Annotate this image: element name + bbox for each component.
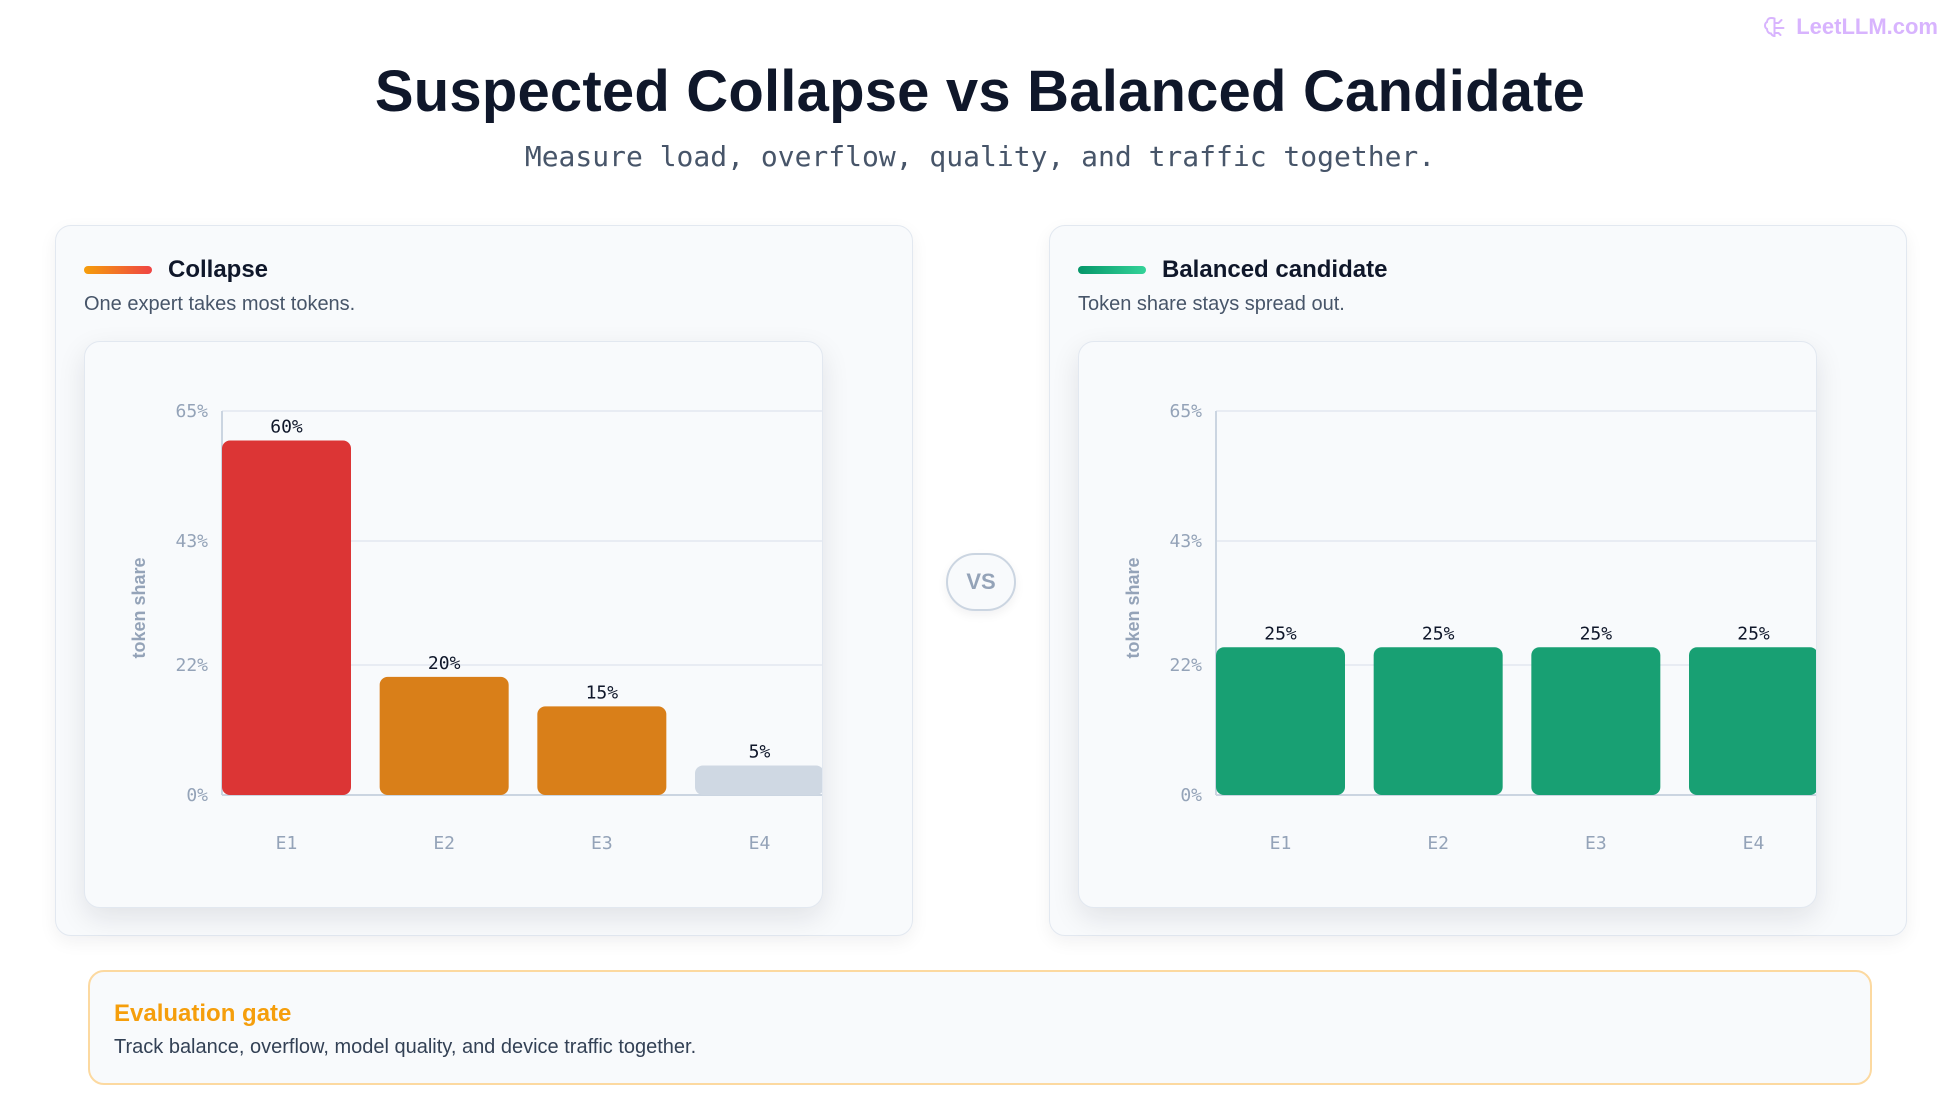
bar-e4 bbox=[1689, 647, 1816, 795]
x-tick-label: E1 bbox=[276, 833, 298, 854]
x-tick-label: E3 bbox=[1585, 833, 1607, 854]
y-tick-label: 43% bbox=[175, 531, 208, 552]
panel-header: Collapse bbox=[84, 256, 268, 284]
accent-bar bbox=[1078, 266, 1146, 274]
data-label: 25% bbox=[1422, 623, 1455, 644]
bar-e1 bbox=[1216, 647, 1345, 795]
x-tick-label: E2 bbox=[1427, 833, 1449, 854]
x-tick-label: E1 bbox=[1270, 833, 1292, 854]
panel-header: Balanced candidate bbox=[1078, 256, 1387, 284]
panel-subtitle: One expert takes most tokens. bbox=[84, 293, 356, 315]
bar-e2 bbox=[1373, 647, 1503, 795]
gate-title: Evaluation gate bbox=[114, 1000, 292, 1027]
data-label: 15% bbox=[586, 682, 619, 703]
x-tick-label: E4 bbox=[749, 833, 771, 854]
evaluation-gate-callout: Evaluation gate Track balance, overflow,… bbox=[88, 970, 1872, 1085]
page-subtitle: Measure load, overflow, quality, and tra… bbox=[524, 140, 1436, 173]
data-label: 25% bbox=[1737, 623, 1770, 644]
x-tick-label: E3 bbox=[591, 833, 613, 854]
data-label: 5% bbox=[749, 741, 771, 762]
bar-e2 bbox=[379, 676, 509, 795]
balanced-chart-card: 0% 22% 43% 65% token share 25% E1 25% E2 25% E3 25%… bbox=[1078, 341, 1817, 908]
x-tick-label: E2 bbox=[433, 833, 455, 854]
data-label: 25% bbox=[1580, 623, 1613, 644]
y-axis-label: token share bbox=[1123, 557, 1143, 658]
panel-subtitle: Token share stays spread out. bbox=[1078, 293, 1345, 315]
bar-e3 bbox=[537, 706, 667, 795]
bar-e3 bbox=[1531, 647, 1661, 795]
vs-badge: VS bbox=[946, 553, 1016, 611]
page-title: Suspected Collapse vs Balanced Candidate bbox=[374, 59, 1586, 124]
brand-text: LeetLLM.com bbox=[1796, 14, 1938, 39]
brain-icon bbox=[1764, 16, 1785, 38]
balanced-panel: Balanced candidate Token share stays spr… bbox=[1049, 225, 1907, 936]
collapse-panel: Collapse One expert takes most tokens. 0… bbox=[55, 225, 913, 936]
panel-title: Balanced candidate bbox=[1162, 256, 1388, 283]
collapse-chart-card: 0% 22% 43% 65% token share 60% E1 20% E2 15% E3 5% E… bbox=[84, 341, 823, 908]
brand-logo[interactable]: LeetLLM.com bbox=[1762, 14, 1938, 40]
bar-e4 bbox=[695, 765, 822, 795]
data-label: 20% bbox=[428, 653, 461, 674]
data-label: 25% bbox=[1264, 623, 1297, 644]
y-axis-label: token share bbox=[129, 557, 149, 658]
collapse-bar-chart: 0% 22% 43% 65% token share 60% E1 20% E2 15% E3 5% E… bbox=[129, 401, 822, 854]
y-tick-label: 22% bbox=[1169, 655, 1202, 676]
y-tick-label: 0% bbox=[1180, 785, 1202, 806]
y-tick-label: 0% bbox=[186, 785, 208, 806]
y-tick-label: 43% bbox=[1169, 531, 1202, 552]
accent-bar bbox=[84, 266, 152, 274]
gate-text: Track balance, overflow, model quality, … bbox=[114, 1036, 697, 1058]
y-tick-label: 22% bbox=[175, 655, 208, 676]
bar-e1 bbox=[222, 440, 351, 795]
data-label: 60% bbox=[270, 417, 303, 438]
panel-title: Collapse bbox=[168, 256, 269, 283]
y-tick-label: 65% bbox=[1169, 401, 1202, 422]
x-tick-label: E4 bbox=[1743, 833, 1765, 854]
balanced-bar-chart: 0% 22% 43% 65% token share 25% E1 25% E2 25% E3 25%… bbox=[1123, 401, 1816, 854]
y-tick-label: 65% bbox=[175, 401, 208, 422]
